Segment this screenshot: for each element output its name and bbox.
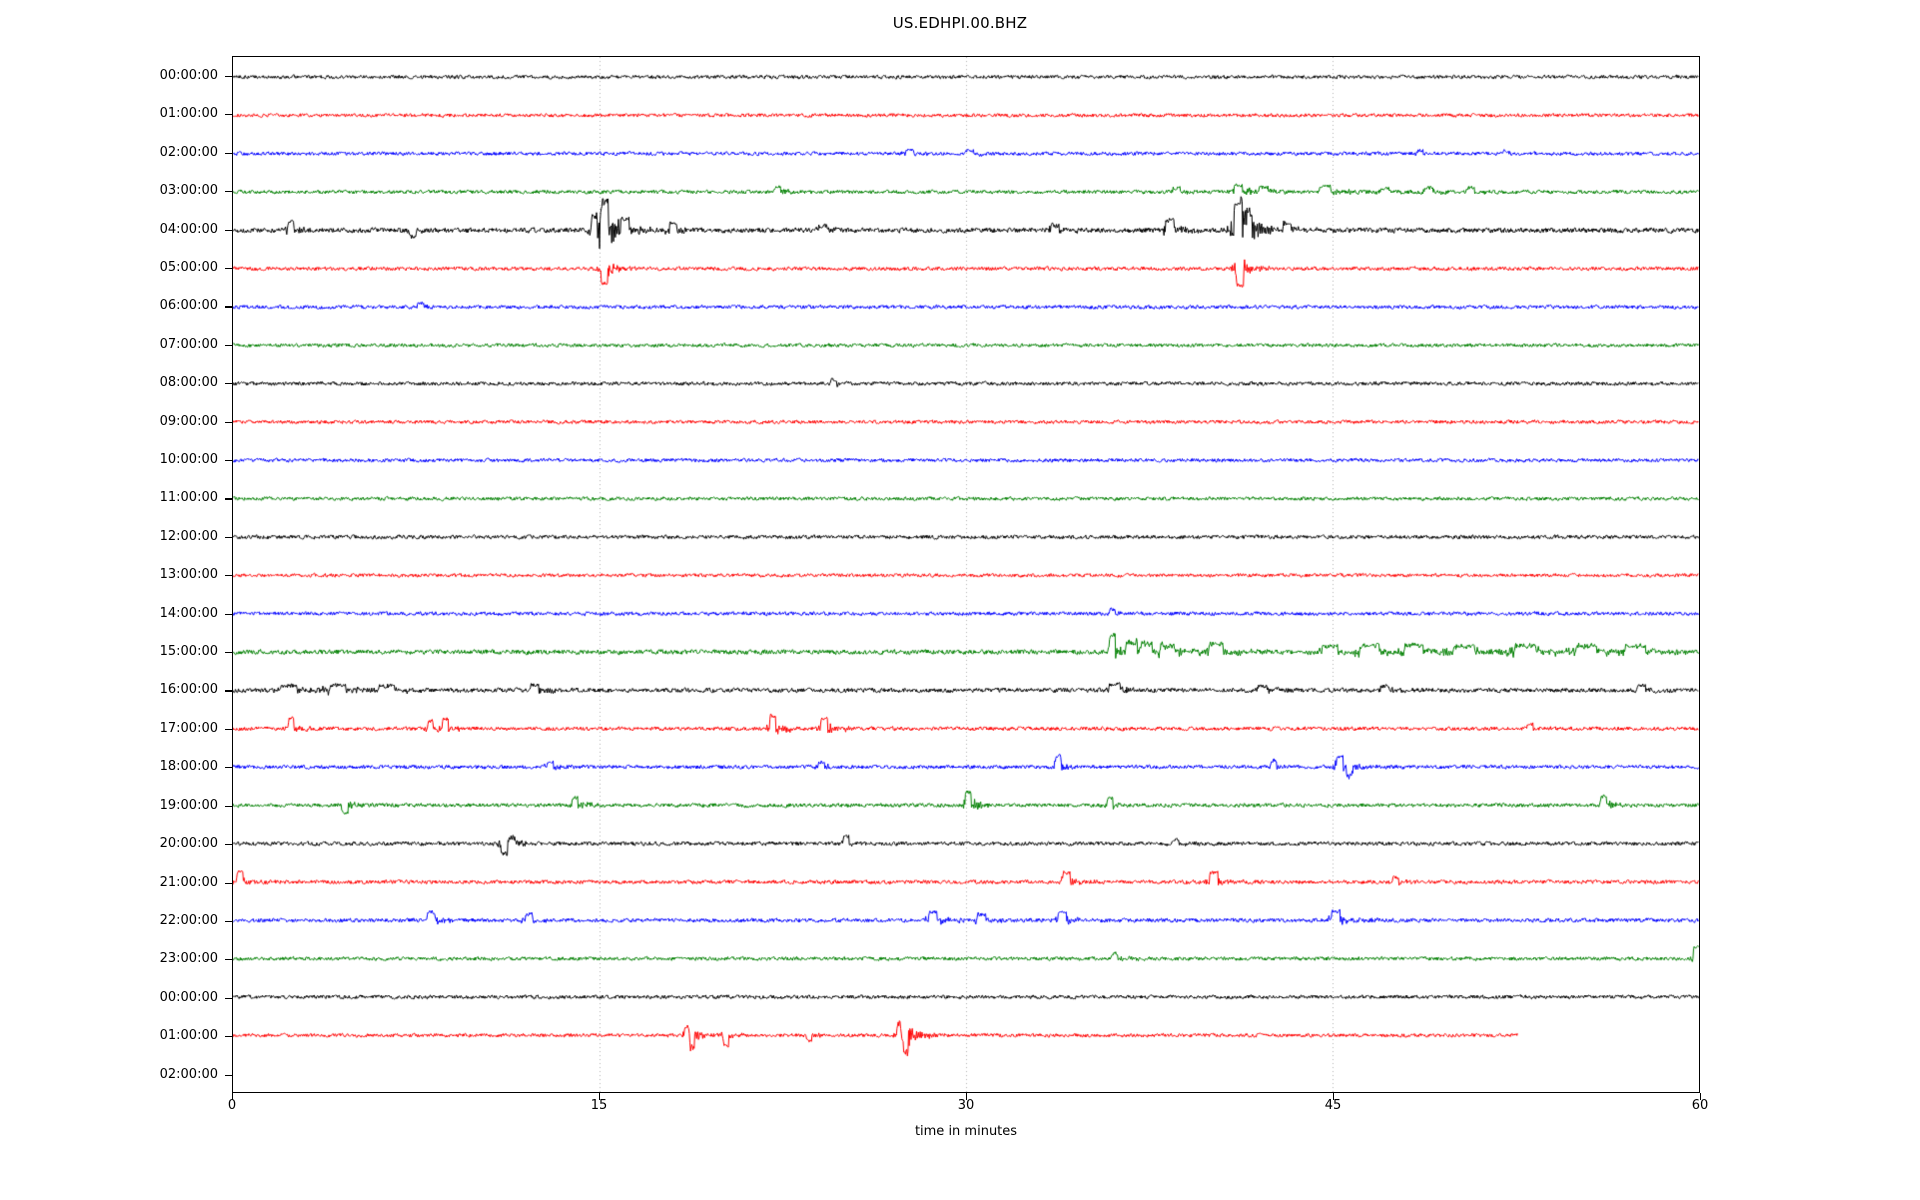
y-tick-label: 05:00:00 [159,260,218,275]
y-tick-label: 04:00:00 [159,221,218,237]
x-tick-mark [231,1093,233,1100]
y-tick-label: 11:00:00 [159,490,218,506]
y-tick-label: 14:00:00 [159,605,218,621]
y-tick-label: 08:00:00 [159,375,218,391]
y-tick-mark [225,805,232,807]
y-tick-mark [225,690,232,692]
y-tick-mark [225,268,232,270]
y-tick-label: 03:00:00 [159,183,218,199]
y-tick-mark [225,75,232,78]
plot-area [232,56,1700,1093]
y-tick-label: 23:00:00 [159,951,218,967]
y-tick-mark [225,114,232,116]
x-tick-label: 60 [1691,1098,1709,1113]
y-tick-mark [225,1074,232,1076]
y-tick-label: 02:00:00 [159,1066,218,1082]
y-tick-label: 21:00:00 [159,874,218,890]
x-tick-label: 45 [1324,1098,1342,1113]
x-tick-mark [965,1093,967,1100]
y-tick-mark [225,613,232,615]
x-tick-mark [1699,1093,1701,1100]
y-tick-mark [225,920,232,923]
y-tick-mark [225,767,232,769]
x-tick-mark [1332,1093,1334,1100]
y-tick-label: 00:00:00 [159,67,218,83]
y-tick-mark [225,575,232,577]
y-tick-label: 18:00:00 [159,759,218,775]
y-tick-label: 15:00:00 [159,644,218,660]
x-tick-label: 30 [957,1098,975,1113]
y-tick-mark [225,536,232,538]
y-tick-mark [225,152,232,154]
y-tick-label: 17:00:00 [159,720,218,736]
y-tick-label: 00:00:00 [159,989,218,1005]
y-tick-label: 06:00:00 [159,298,218,314]
y-tick-label: 19:00:00 [159,797,218,813]
y-tick-mark [225,652,232,654]
y-tick-mark [225,191,232,193]
x-tick-mark [598,1093,600,1100]
y-tick-mark [225,460,232,462]
y-tick-mark [225,1036,232,1038]
y-tick-label: 10:00:00 [159,452,218,468]
y-tick-mark [225,959,232,961]
y-tick-mark [225,306,232,308]
y-tick-mark [225,844,232,846]
y-tick-mark [225,383,232,385]
y-axis-tick-labels: 00:00:00 01:00:00 02:00:00 03:00:00 04:00:00… [0,0,224,1200]
y-tick-mark [225,498,232,500]
y-tick-mark [225,229,232,231]
x-axis-tick-labels: 0 15 30 45 60 [0,1098,1920,1122]
page-title: US.EDHPI.00.BHZ [892,14,1028,32]
y-tick-label: 12:00:00 [159,528,218,544]
y-tick-label: 02:00:00 [159,144,218,160]
y-tick-label: 07:00:00 [159,336,218,352]
y-tick-label: 16:00:00 [159,682,218,698]
y-tick-label: 20:00:00 [159,836,218,852]
y-tick-label: 01:00:00 [159,106,218,122]
x-tick-label: 15 [590,1098,608,1113]
y-tick-mark [225,344,232,346]
y-tick-label: 09:00:00 [159,413,218,429]
y-tick-mark [225,997,232,999]
helicorder-traces-canvas [233,57,1699,1092]
y-tick-label: 22:00:00 [159,912,218,928]
x-tick-label: 0 [227,1098,237,1113]
y-tick-mark [225,882,232,884]
y-tick-label: 01:00:00 [159,1028,218,1044]
x-axis-label: time in minutes [914,1124,1018,1139]
y-tick-label: 13:00:00 [159,567,218,583]
y-tick-mark [225,728,232,730]
y-tick-mark [225,421,232,423]
